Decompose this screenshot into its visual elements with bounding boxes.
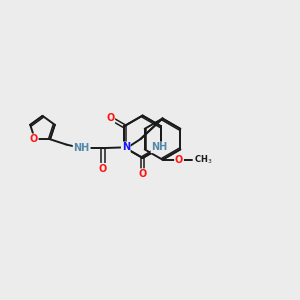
Text: NH: NH — [74, 143, 90, 153]
Text: N: N — [122, 142, 130, 152]
Text: CH$_3$: CH$_3$ — [194, 154, 212, 166]
Text: O: O — [139, 169, 147, 179]
Text: O: O — [175, 155, 183, 165]
Text: NH: NH — [152, 142, 168, 152]
Text: O: O — [106, 113, 114, 123]
Text: O: O — [30, 134, 38, 144]
Text: O: O — [99, 164, 107, 174]
